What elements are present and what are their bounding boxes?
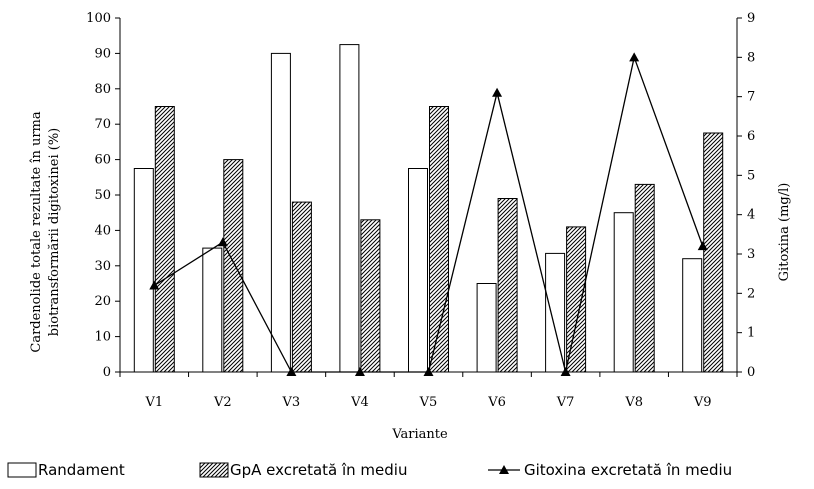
left-tick-label-50: 50 xyxy=(94,188,111,203)
legend-swatch-gpa xyxy=(199,462,229,478)
y-axis-title-line2: biotransformării digitoxinei (%) xyxy=(47,128,62,336)
bar-randament-v8 xyxy=(613,212,634,373)
right-tick-label-8: 8 xyxy=(747,50,755,65)
y-axis-title-line1: Cardenolide totale rezultate în urma xyxy=(29,111,44,352)
bar-gpa-v1 xyxy=(154,106,175,373)
bar-randament-v3 xyxy=(270,52,291,373)
left-tick-label-90: 90 xyxy=(94,46,111,61)
gitoxina-marker-v9 xyxy=(697,241,708,251)
bar-gpa-v9 xyxy=(703,132,724,373)
bar-randament-v4 xyxy=(339,44,360,373)
left-tick-label-80: 80 xyxy=(94,82,111,97)
x-tick-label-v7: V7 xyxy=(556,395,575,410)
bar-randament-v2 xyxy=(202,247,223,373)
bar-gpa-v5 xyxy=(429,106,449,373)
x-tick-label-v8: V8 xyxy=(624,395,643,410)
right-axis-ticks: 0 1 2 3 4 5 6 7 8 9 xyxy=(737,11,755,380)
y2-axis-title: Gitoxina (mg/l) xyxy=(777,183,792,282)
legend-marker-gitoxina xyxy=(499,465,509,474)
left-tick-label-20: 20 xyxy=(94,294,111,309)
right-tick-label-1: 1 xyxy=(747,326,755,341)
left-tick-label-60: 60 xyxy=(94,153,111,168)
bar-randament-v1 xyxy=(133,168,154,373)
legend-label-randament: Randament xyxy=(38,461,125,479)
x-tick-label-v6: V6 xyxy=(487,395,506,410)
bar-gpa-v6 xyxy=(497,198,518,373)
gitoxina-marker-v6 xyxy=(492,87,503,97)
x-tick-label-v4: V4 xyxy=(350,395,369,410)
right-tick-label-4: 4 xyxy=(747,208,755,223)
legend-swatch-randament xyxy=(7,462,37,478)
right-tick-label-3: 3 xyxy=(747,247,755,262)
left-axis-ticks: 0 10 20 30 40 50 60 70 80 90 100 xyxy=(86,11,120,380)
x-tick-label-v5: V5 xyxy=(419,395,438,410)
right-tick-label-7: 7 xyxy=(747,90,755,105)
gitoxina-marker-v2 xyxy=(217,237,228,247)
gitoxina-marker-v8 xyxy=(629,52,640,62)
bar-gpa-v8 xyxy=(634,183,655,373)
bar-randament-v6 xyxy=(476,283,497,373)
left-tick-label-70: 70 xyxy=(94,117,111,132)
bar-randament-v9 xyxy=(682,258,703,373)
bar-gpa-v7 xyxy=(566,226,587,373)
left-tick-label-100: 100 xyxy=(86,11,111,26)
right-tick-label-5: 5 xyxy=(747,168,755,183)
legend-label-gitoxina: Gitoxina excretată în mediu xyxy=(524,461,732,479)
x-axis-ticks: V1 V2 V3 V4 V5 V6 V7 V8 V9 xyxy=(119,372,738,410)
left-tick-label-40: 40 xyxy=(94,223,111,238)
bar-randament-v5 xyxy=(408,168,428,373)
x-axis-title: Variante xyxy=(391,427,448,442)
left-tick-label-10: 10 xyxy=(94,330,111,345)
left-tick-label-0: 0 xyxy=(103,365,111,380)
left-tick-label-30: 30 xyxy=(94,259,111,274)
bar-gpa-v2 xyxy=(223,159,244,373)
bar-gpa-v4 xyxy=(360,219,381,373)
bars-layer xyxy=(133,44,724,373)
legend-label-gpa: GpA excretată în mediu xyxy=(230,461,407,479)
bar-gpa-v3 xyxy=(291,201,312,373)
right-tick-label-6: 6 xyxy=(747,129,755,144)
right-tick-label-9: 9 xyxy=(747,11,755,26)
legend: Randament GpA excretată în mediu Gitoxin… xyxy=(7,461,732,479)
right-tick-label-0: 0 xyxy=(747,365,755,380)
right-tick-label-2: 2 xyxy=(747,286,755,301)
x-tick-label-v2: V2 xyxy=(213,395,232,410)
x-tick-label-v3: V3 xyxy=(282,395,301,410)
x-tick-label-v9: V9 xyxy=(693,395,712,410)
gitoxina-marker-v1 xyxy=(149,280,160,290)
x-tick-label-v1: V1 xyxy=(144,395,163,410)
